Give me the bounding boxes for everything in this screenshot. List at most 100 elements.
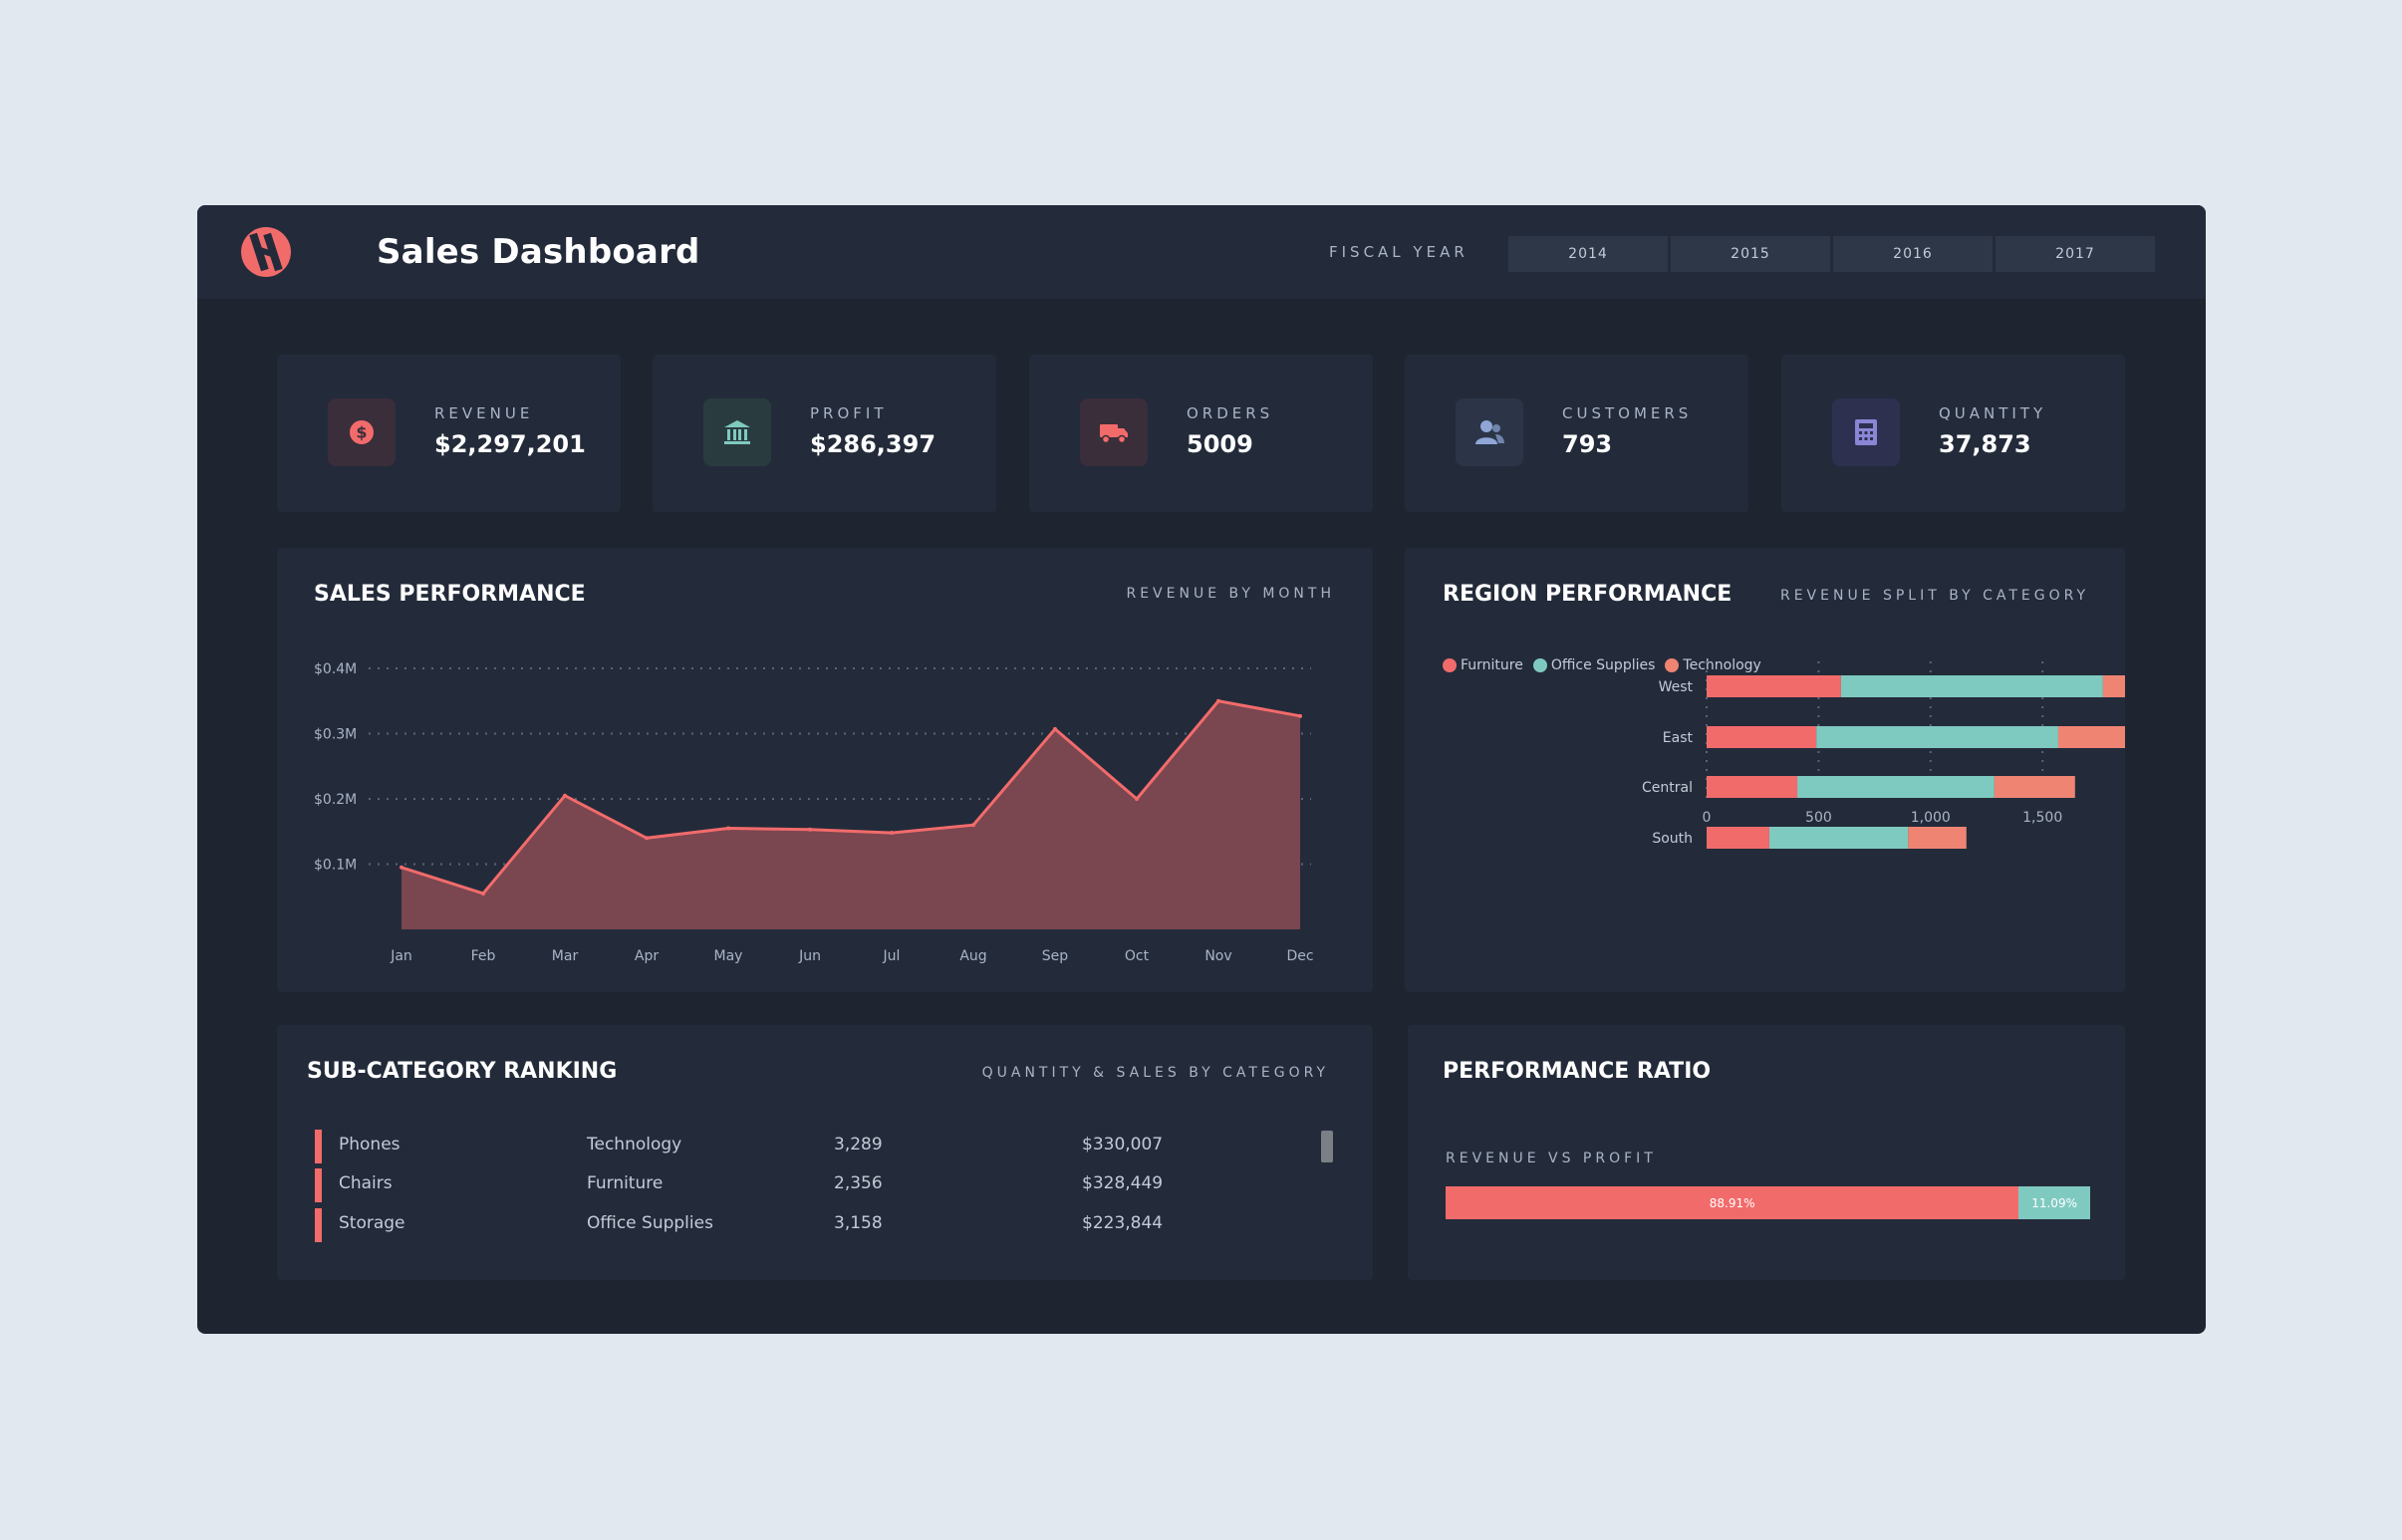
- bar-segment[interactable]: [1840, 675, 2103, 697]
- data-point[interactable]: [400, 865, 403, 870]
- kpi-value: 793: [1562, 430, 1613, 458]
- x-tick-label: Mar: [552, 948, 579, 964]
- x-tick-label: Oct: [1125, 948, 1150, 964]
- data-point[interactable]: [808, 827, 812, 832]
- data-point[interactable]: [1053, 726, 1057, 731]
- legend-label: Office Supplies: [1550, 657, 1656, 673]
- bar-segment[interactable]: [1908, 827, 1967, 849]
- x-tick-label: Sep: [1042, 948, 1069, 964]
- quantity-value: 3,158: [834, 1213, 883, 1233]
- subcategory-name: Phones: [339, 1135, 400, 1155]
- panel-subtitle: QUANTITY & SALES BY CATEGORY: [981, 1065, 1329, 1081]
- table-row[interactable]: Phones Technology 3,289 $330,007: [315, 1130, 1271, 1163]
- x-tick-label: Apr: [635, 948, 659, 964]
- data-point[interactable]: [645, 836, 649, 841]
- bar-segment[interactable]: [1707, 776, 1798, 798]
- legend-label: Technology: [1683, 657, 1761, 673]
- fiscal-year-label: FISCAL YEAR: [1329, 243, 1468, 261]
- data-point[interactable]: [481, 891, 485, 896]
- area-fill: [401, 700, 1300, 929]
- bar-segment[interactable]: [1707, 726, 1817, 748]
- kpi-value: $286,397: [810, 430, 936, 458]
- bar-segment[interactable]: [1707, 675, 1841, 697]
- kpi-value: 5009: [1187, 430, 1253, 458]
- bar-segment[interactable]: [1994, 776, 2075, 798]
- legend-label: Furniture: [1461, 657, 1523, 673]
- sales-value: $330,007: [1082, 1135, 1164, 1155]
- header-bar: Sales Dashboard FISCAL YEAR 2014 2015 20…: [197, 205, 2206, 299]
- scrollbar-thumb[interactable]: [1321, 1131, 1333, 1162]
- subcategory-name: Storage: [339, 1213, 405, 1233]
- tab-year-2014[interactable]: 2014: [1508, 236, 1668, 272]
- y-tick-label: East: [1663, 730, 1694, 746]
- kpi-label: QUANTITY: [1939, 404, 2047, 422]
- bar-segment[interactable]: [2102, 675, 2125, 697]
- y-tick-label: Central: [1642, 780, 1693, 796]
- data-point[interactable]: [1298, 713, 1302, 718]
- sales-value: $328,449: [1082, 1173, 1164, 1193]
- legend-item-technology[interactable]: Technology: [1665, 657, 1761, 673]
- data-point[interactable]: [1135, 797, 1139, 801]
- users-icon: [1456, 398, 1523, 466]
- quantity-value: 3,289: [834, 1135, 883, 1155]
- dollar-icon: $: [328, 398, 396, 466]
- kpi-label: ORDERS: [1187, 404, 1274, 422]
- y-tick-label: $0.1M: [314, 858, 357, 874]
- kpi-label: REVENUE: [434, 404, 534, 422]
- revenue-segment: 88.91%: [1446, 1186, 2019, 1219]
- x-tick-label: 0: [1703, 810, 1712, 826]
- kpi-label: CUSTOMERS: [1562, 404, 1693, 422]
- x-tick-label: Jan: [390, 948, 412, 964]
- kpi-value: 37,873: [1939, 430, 2031, 458]
- category-name: Furniture: [587, 1173, 664, 1193]
- data-point[interactable]: [726, 826, 730, 831]
- rank-indicator: [315, 1168, 322, 1202]
- kpi-card-orders: ORDERS 5009: [1029, 355, 1373, 512]
- legend-dot: [1665, 658, 1680, 672]
- category-name: Office Supplies: [587, 1213, 713, 1233]
- data-point[interactable]: [971, 823, 975, 828]
- brand-logo-icon: [241, 227, 291, 277]
- x-tick-label: Jul: [883, 948, 901, 964]
- sub-category-panel: SUB-CATEGORY RANKING QUANTITY & SALES BY…: [277, 1025, 1373, 1280]
- bar-segment[interactable]: [1816, 726, 2058, 748]
- y-tick-label: $0.2M: [314, 792, 357, 808]
- data-point[interactable]: [563, 793, 567, 798]
- data-point[interactable]: [890, 831, 894, 836]
- bar-segment[interactable]: [2057, 726, 2125, 748]
- revenue-profit-ratio-bar: 88.91% 11.09%: [1446, 1186, 2090, 1219]
- legend-dot: [1532, 658, 1547, 672]
- legend-item-office-supplies[interactable]: Office Supplies: [1532, 657, 1656, 673]
- x-tick-label: 1,500: [2022, 810, 2062, 826]
- legend-dot: [1443, 658, 1457, 672]
- series-line: [400, 699, 1301, 896]
- x-tick-label: 1,000: [1911, 810, 1951, 826]
- table-row[interactable]: Chairs Furniture 2,356 $328,449: [315, 1168, 1271, 1202]
- panel-subtitle: REVENUE VS PROFIT: [1446, 1151, 1657, 1166]
- bar-segment[interactable]: [1707, 827, 1769, 849]
- x-tick-label: 500: [1805, 810, 1832, 826]
- quantity-value: 2,356: [834, 1173, 883, 1193]
- kpi-card-quantity: QUANTITY 37,873: [1781, 355, 2125, 512]
- subcategory-name: Chairs: [339, 1173, 393, 1193]
- panel-title: SUB-CATEGORY RANKING: [307, 1059, 618, 1084]
- category-name: Technology: [587, 1135, 682, 1155]
- rank-indicator: [315, 1208, 322, 1242]
- bar-segment[interactable]: [1768, 827, 1909, 849]
- kpi-label: PROFIT: [810, 404, 888, 422]
- tab-year-2016[interactable]: 2016: [1833, 236, 1993, 272]
- svg-text:$: $: [356, 423, 367, 442]
- table-row[interactable]: Storage Office Supplies 3,158 $223,844: [315, 1208, 1271, 1242]
- sales-performance-panel: SALES PERFORMANCE REVENUE BY MONTH $0.1M…: [277, 548, 1373, 992]
- data-point[interactable]: [1216, 698, 1220, 703]
- legend-item-furniture[interactable]: Furniture: [1443, 657, 1523, 673]
- tab-year-2017[interactable]: 2017: [1996, 236, 2155, 272]
- revenue-area-chart: $0.1M $0.2M $0.3M $0.4M Jan Feb Mar Apr May Jun Ju…: [314, 661, 1314, 964]
- bar-segment[interactable]: [1797, 776, 1995, 798]
- sales-value: $223,844: [1082, 1213, 1164, 1233]
- x-tick-label: Dec: [1286, 948, 1313, 964]
- tab-year-2015[interactable]: 2015: [1671, 236, 1830, 272]
- x-tick-label: Feb: [471, 948, 496, 964]
- panel-title: PERFORMANCE RATIO: [1443, 1059, 1712, 1084]
- panel-subtitle: REVENUE BY MONTH: [1126, 586, 1335, 602]
